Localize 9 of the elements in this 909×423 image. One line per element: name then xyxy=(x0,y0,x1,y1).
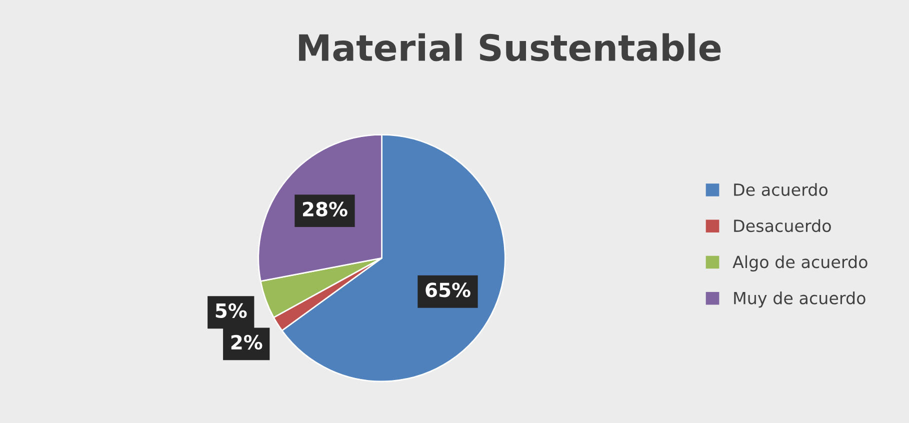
data-label: 28% xyxy=(303,202,348,216)
legend-label: Muy de acuerdo xyxy=(734,291,866,308)
legend-label: Algo de acuerdo xyxy=(732,255,868,272)
legend-label: Desacuerdo xyxy=(734,219,831,232)
chart-title: Material Sustentable xyxy=(299,33,721,62)
data-label: 5% xyxy=(216,303,247,318)
data-label: 2% xyxy=(231,334,262,350)
legend-label: De acuerdo xyxy=(734,183,828,196)
data-label: 65% xyxy=(426,282,470,298)
